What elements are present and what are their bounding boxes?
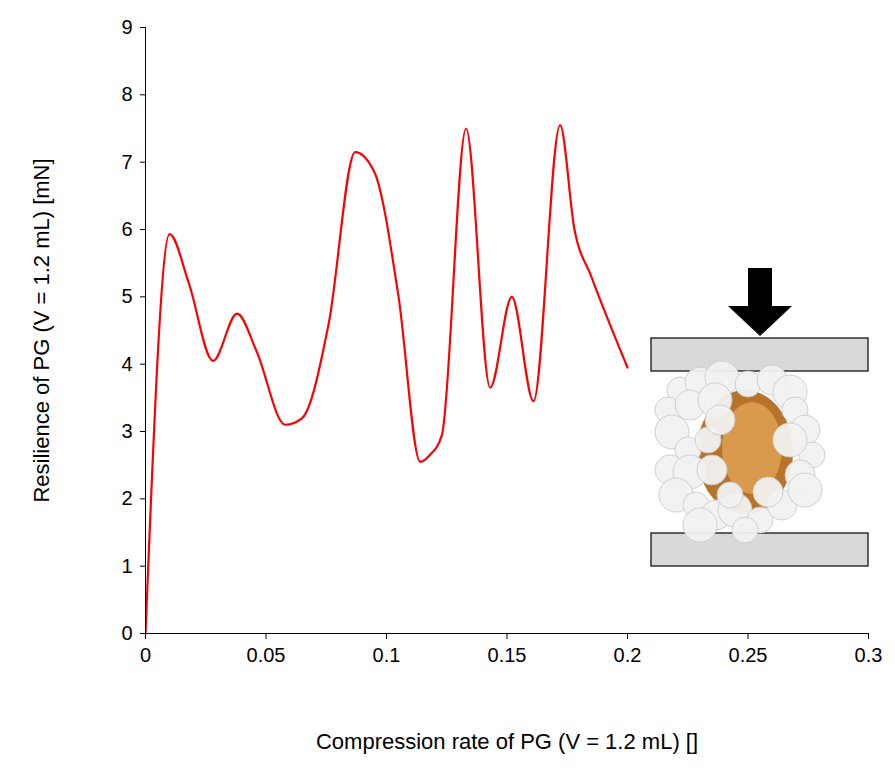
svg-text:0.2: 0.2 <box>614 644 642 666</box>
svg-text:Compression rate of PG (V = 1.: Compression rate of PG (V = 1.2 mL) [] <box>316 729 698 754</box>
svg-text:8: 8 <box>121 83 132 105</box>
svg-text:2: 2 <box>121 487 132 509</box>
svg-text:3: 3 <box>121 420 132 442</box>
svg-text:9: 9 <box>121 16 132 38</box>
svg-text:0.3: 0.3 <box>855 644 883 666</box>
svg-text:0.15: 0.15 <box>488 644 527 666</box>
svg-text:6: 6 <box>121 218 132 240</box>
svg-text:4: 4 <box>121 353 132 375</box>
svg-text:0.05: 0.05 <box>247 644 286 666</box>
svg-text:7: 7 <box>121 151 132 173</box>
svg-text:0: 0 <box>140 644 151 666</box>
svg-text:Resilience of PG (V = 1.2 mL): Resilience of PG (V = 1.2 mL) [mN] <box>29 158 54 502</box>
svg-text:0.25: 0.25 <box>729 644 768 666</box>
svg-text:0: 0 <box>121 622 132 644</box>
svg-text:1: 1 <box>121 555 132 577</box>
svg-text:5: 5 <box>121 285 132 307</box>
svg-text:0.1: 0.1 <box>373 644 401 666</box>
